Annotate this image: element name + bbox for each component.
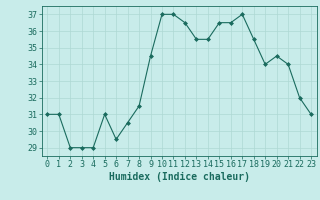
X-axis label: Humidex (Indice chaleur): Humidex (Indice chaleur): [109, 172, 250, 182]
